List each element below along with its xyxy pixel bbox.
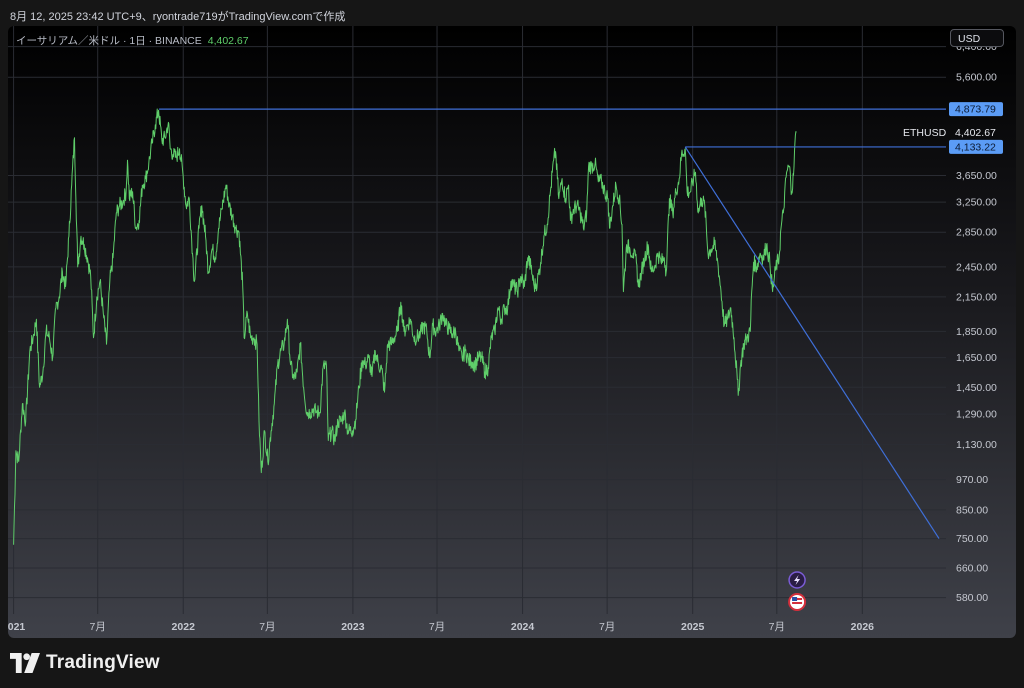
brand-name: TradingView <box>46 652 160 673</box>
y-tick-label: 5,600.00 <box>956 72 997 84</box>
y-tick-label: 580.00 <box>956 592 988 604</box>
price-chart[interactable]: 4,873.79 4,133.22 ETHUSD 4,402.67 580.00 660… <box>8 26 1016 638</box>
x-tick-label: 2021 <box>8 621 25 633</box>
symbol-info: イーサリアム／米ドル · 1日 · BINANCE 4,402.67 <box>16 33 249 48</box>
series-line-ethusd <box>13 108 797 545</box>
x-tick-label: 7月 <box>90 621 106 633</box>
y-tick-label: 3,250.00 <box>956 197 997 209</box>
x-tick-label: 2025 <box>681 621 705 633</box>
x-tick-label: 7月 <box>259 621 275 633</box>
series-layer <box>13 108 797 545</box>
x-axis: 2021 7月 2022 7月 2023 7月 2024 7月 2025 7月 2026 <box>8 621 874 633</box>
trend-line[interactable] <box>684 146 940 539</box>
y-tick-label: 1,450.00 <box>956 382 997 394</box>
y-tick-label: 970.00 <box>956 474 988 486</box>
x-tick-label: 7月 <box>769 621 785 633</box>
price-label-box <box>949 102 1003 117</box>
y-tick-label: 1,850.00 <box>956 326 997 338</box>
y-tick-label: 2,150.00 <box>956 291 997 303</box>
price-label: 4,873.79 <box>955 104 996 116</box>
drawing-lines[interactable]: 4,873.79 4,133.22 ETHUSD 4,402.67 <box>159 102 1003 539</box>
grid <box>8 26 946 614</box>
currency-button[interactable]: USD <box>950 29 1004 47</box>
x-tick-label: 2024 <box>511 621 535 633</box>
symbol-price: 4,402.67 <box>207 35 249 47</box>
y-tick-label: 1,290.00 <box>956 409 997 421</box>
x-tick-label: 2026 <box>851 621 875 633</box>
last-price-symbol: ETHUSD <box>903 127 947 139</box>
x-tick-label: 7月 <box>429 621 445 633</box>
y-tick-label: 750.00 <box>956 533 988 545</box>
y-tick-label: 850.00 <box>956 504 988 516</box>
chart-panel[interactable]: 4,873.79 4,133.22 ETHUSD 4,402.67 580.00 660… <box>8 26 1016 638</box>
tradingview-logo-icon <box>10 653 40 673</box>
event-markers[interactable] <box>788 571 807 611</box>
y-tick-label: 1,130.00 <box>956 439 997 451</box>
y-tick-label: 3,650.00 <box>956 170 997 182</box>
y-tick-label: 1,650.00 <box>956 352 997 364</box>
x-tick-label: 2023 <box>341 621 365 633</box>
x-tick-label: 7月 <box>599 621 615 633</box>
price-label-box <box>949 139 1003 154</box>
y-axis: 580.00 660.00 750.00 850.00 970.00 1,130.00 1,… <box>956 41 997 604</box>
symbol-label: イーサリアム／米ドル · 1日 · BINANCE <box>16 35 202 47</box>
tradingview-logo[interactable]: TradingView <box>10 652 160 674</box>
y-tick-label: 2,850.00 <box>956 227 997 239</box>
chart-caption: 8月 12, 2025 23:42 UTC+9、ryontrade719がTra… <box>10 11 346 23</box>
last-price-label: 4,402.67 <box>955 127 996 139</box>
y-tick-label: 2,450.00 <box>956 261 997 273</box>
lightning-icon[interactable] <box>788 571 806 589</box>
x-tick-label: 2022 <box>172 621 196 633</box>
us-flag-icon[interactable] <box>788 593 807 611</box>
y-tick-label: 660.00 <box>956 562 988 574</box>
price-label: 4,133.22 <box>955 141 996 153</box>
